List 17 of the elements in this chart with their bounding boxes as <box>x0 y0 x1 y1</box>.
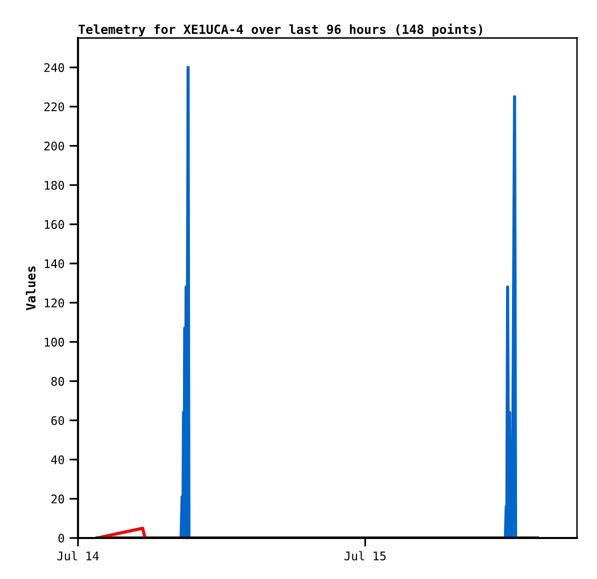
y-tick-label: 200 <box>44 142 64 151</box>
y-tick-label: 140 <box>44 259 64 268</box>
y-tick-label: 180 <box>44 180 64 190</box>
y-tick-label: 20 <box>51 494 64 504</box>
y-tick-label: 80 <box>51 376 64 386</box>
y-axis-title: Values <box>26 266 36 310</box>
y-tick-label: 240 <box>44 63 64 72</box>
y-tick-label: 40 <box>51 455 64 464</box>
chart-title: Telemetry for XE1UCA-4 over last 96 hours (148 points) <box>78 24 482 36</box>
y-tick-label: 120 <box>44 298 64 308</box>
y-tick-label: 0 <box>58 534 64 543</box>
y-tick-label: 160 <box>44 220 64 229</box>
x-tick-label: Jul 14 <box>57 551 99 560</box>
y-tick-label: 100 <box>44 338 64 347</box>
x-tick-label: Jul 15 <box>344 551 386 560</box>
y-tick-label: 60 <box>51 416 64 426</box>
y-tick-label: 220 <box>44 102 64 112</box>
